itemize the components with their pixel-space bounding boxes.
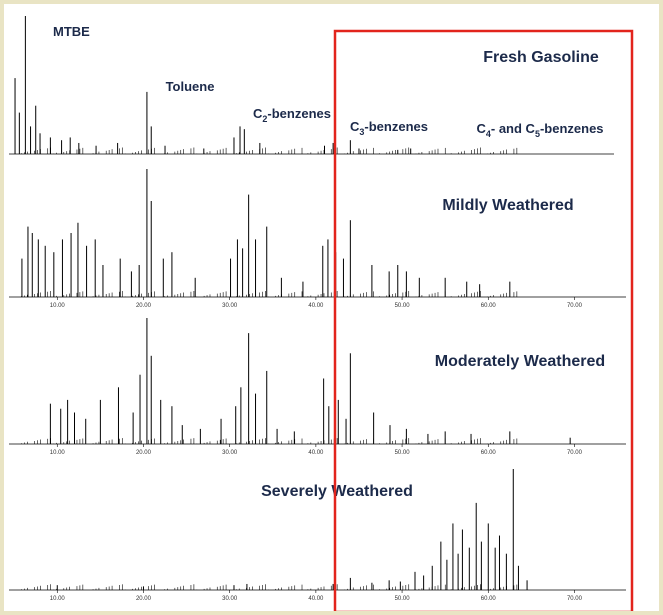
peak-annotation: C4- and C5-benzenes xyxy=(476,121,603,139)
x-tick-label: 20.00 xyxy=(136,596,152,602)
x-tick-label: 50.00 xyxy=(395,596,411,602)
x-tick-label: 60.00 xyxy=(481,450,497,456)
x-tick-label: 10.00 xyxy=(50,303,66,309)
x-tick-label: 50.00 xyxy=(395,450,411,456)
x-tick-label: 70.00 xyxy=(567,303,583,309)
chromatogram-svg: Fresh Gasoline 10.00 20.00 30.00 40.00 50.00 6… xyxy=(9,16,634,611)
x-tick-label: 70.00 xyxy=(567,596,583,602)
x-tick-label: 20.00 xyxy=(136,450,152,456)
x-tick-label: 30.00 xyxy=(222,450,238,456)
x-tick-label: 60.00 xyxy=(481,596,497,602)
peak-annotation: C2-benzenes xyxy=(253,106,331,124)
peak-annotation: MTBE xyxy=(53,24,90,39)
x-tick-label: 60.00 xyxy=(481,303,497,309)
highlight-box xyxy=(333,29,634,611)
peak-annotation: C3-benzenes xyxy=(350,119,428,137)
peak-annotation: Toluene xyxy=(166,79,215,94)
panel-title-4: Severely Weathered xyxy=(261,483,413,500)
panel-title-3: Moderately Weathered xyxy=(435,353,605,370)
x-tick-label: 10.00 xyxy=(50,596,66,602)
x-tick-label: 40.00 xyxy=(308,596,324,602)
x-tick-label: 40.00 xyxy=(308,303,324,309)
panel-title-2: Mildly Weathered xyxy=(442,197,573,214)
x-tick-label: 30.00 xyxy=(222,303,238,309)
panel-title-1: Fresh Gasoline xyxy=(483,49,599,66)
x-tick-label: 10.00 xyxy=(50,450,66,456)
x-tick-label: 30.00 xyxy=(222,596,238,602)
x-tick-label: 20.00 xyxy=(136,303,152,309)
x-tick-label: 70.00 xyxy=(567,450,583,456)
x-tick-label: 50.00 xyxy=(395,303,411,309)
x-tick-label: 40.00 xyxy=(308,450,324,456)
